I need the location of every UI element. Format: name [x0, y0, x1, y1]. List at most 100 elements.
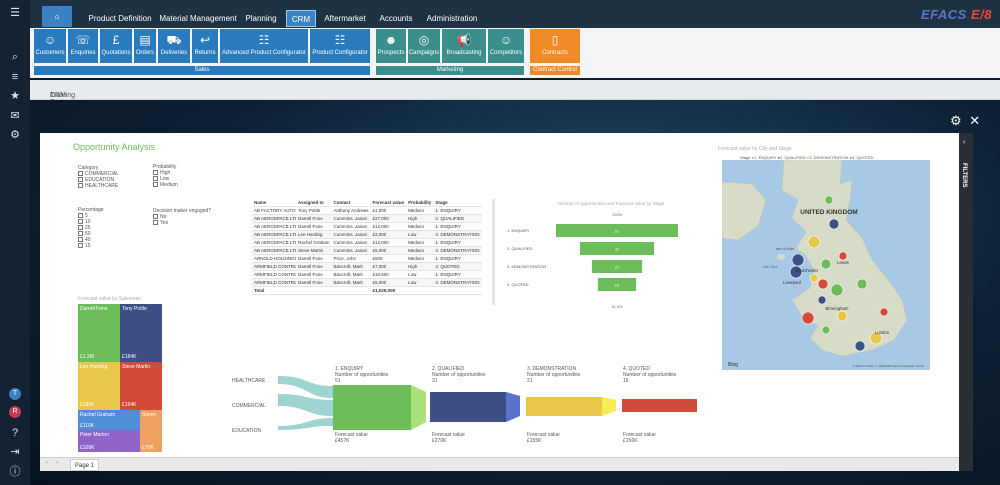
tab-planning[interactable]: Planning	[245, 14, 277, 23]
slicer-option[interactable]: 40	[78, 237, 104, 243]
funnel-bar[interactable]	[556, 224, 678, 237]
column-header[interactable]: Contact	[331, 199, 371, 207]
map-marker[interactable]	[830, 283, 844, 297]
table-row[interactable]: AB AEROSPACE LTD Steve Martin Cummins, Jas…	[252, 246, 482, 255]
home-tab[interactable]: ⌂	[42, 6, 72, 27]
contracts-button[interactable]: ▯ Contracts	[530, 29, 580, 63]
slicer-option[interactable]: Medium	[153, 182, 178, 188]
funnel-bar[interactable]	[579, 242, 655, 255]
map-marker[interactable]	[801, 311, 815, 325]
uk-map[interactable]: UNITED KINGDOM Isle of Man Irish Sea Man…	[722, 160, 930, 370]
customers-button[interactable]: ☺ Customers	[34, 29, 66, 63]
slicer-option[interactable]: EDUCATION	[78, 177, 119, 183]
broadcasting-button[interactable]: 📢 Broadcasting	[442, 29, 486, 63]
flow-stage-demonstration-bar[interactable]	[526, 397, 602, 416]
map-marker[interactable]	[879, 307, 889, 317]
map-marker[interactable]	[856, 278, 868, 290]
column-header[interactable]: Assigned to	[296, 199, 332, 207]
tab-product-definition[interactable]: Product Definition	[88, 14, 152, 23]
tab-crm[interactable]: CRM	[286, 10, 316, 27]
slicer-option[interactable]: 50	[78, 231, 104, 237]
map-marker[interactable]	[809, 273, 819, 283]
table-row[interactable]: AB AEROSPACE LTD Rachel Graham Cummins, Ja…	[252, 238, 482, 247]
info-icon[interactable]: ⓘ	[9, 466, 21, 478]
treemap-cell[interactable]: Lee Harding £180K	[78, 362, 120, 410]
table-row[interactable]: AB FACTORY AUTOMATION LTDTony PottleAnth…	[252, 206, 482, 215]
logout-icon[interactable]: ⇥	[10, 446, 20, 458]
gear-icon[interactable]: ⚙	[950, 113, 962, 128]
slicer-option[interactable]: COMMERCIAL	[78, 171, 119, 177]
column-header[interactable]: Probability	[406, 199, 434, 207]
table-scrollbar[interactable]	[492, 199, 495, 305]
column-header[interactable]: Stage	[433, 199, 482, 207]
treemap-cell[interactable]: Simon £70K	[140, 410, 162, 452]
treemap-cell[interactable]: Darrell Fone £1.2M	[78, 304, 120, 362]
filters-pane[interactable]: ‹ FILTERS	[959, 133, 973, 471]
tab-accounts[interactable]: Accounts	[379, 14, 413, 23]
table-row[interactable]: AB AEROSPACE LTD Darrell Fone Cummins, Jas…	[252, 222, 482, 231]
slicer-option[interactable]: 10	[78, 219, 104, 225]
tab-material-management[interactable]: Material Management	[159, 14, 237, 23]
avatar-t[interactable]: T	[9, 388, 21, 400]
advanced-product-configurator-button[interactable]: ☷ Advanced Product Configurator	[220, 29, 308, 63]
deliveries-button[interactable]: ⛟ Deliveries	[158, 29, 190, 63]
treemap-cell[interactable]: Peter Morton £108K	[78, 430, 140, 452]
map-marker[interactable]	[791, 253, 805, 267]
slicer-option[interactable]: HEALTHCARE	[78, 183, 119, 189]
competitors-button[interactable]: ☺ Competitors	[488, 29, 524, 63]
table-row[interactable]: ARMFIELD CONTROL ENGINEERING LTDDarrell …	[252, 262, 482, 271]
close-icon[interactable]: ✕	[969, 113, 981, 128]
treemap-cell[interactable]: Steve Martin £194K	[120, 362, 162, 410]
treemap-cell[interactable]: Tony Pottle £184K	[120, 304, 162, 362]
table-row[interactable]: ARMFIELD CONTROL ENGINEERING LTDDarrell …	[252, 270, 482, 279]
flow-stage-qualified-bar[interactable]	[430, 392, 506, 422]
map-marker[interactable]	[836, 310, 848, 322]
prospects-button[interactable]: ☻ Prospects	[376, 29, 406, 63]
flow-stage-quoted-bar[interactable]	[622, 399, 697, 412]
list-icon[interactable]: ≡	[11, 71, 19, 83]
table-row[interactable]: ARMFIELD CONTROL ENGINEERING LTDDarrell …	[252, 278, 482, 287]
map-marker[interactable]	[828, 218, 840, 230]
map-marker[interactable]	[817, 278, 829, 290]
map-marker[interactable]	[824, 195, 834, 205]
map-marker[interactable]	[869, 331, 883, 345]
map-marker[interactable]	[820, 258, 832, 270]
campaigns-button[interactable]: ◎ Campaigns	[408, 29, 440, 63]
column-header[interactable]: Forecast value	[370, 199, 407, 207]
orders-button[interactable]: ▤ Orders	[134, 29, 156, 63]
page-tab[interactable]: Page 1	[70, 459, 100, 471]
column-header[interactable]: Name	[252, 199, 296, 207]
menu-icon[interactable]: ☰	[10, 7, 20, 19]
search-icon[interactable]: ⌕	[11, 51, 19, 63]
enquiries-button[interactable]: ☏ Enquiries	[68, 29, 98, 63]
map-marker[interactable]	[821, 325, 831, 335]
collapse-chevron-icon[interactable]: ‹	[963, 139, 966, 146]
tab-administration[interactable]: Administration	[426, 14, 478, 23]
slicer-option[interactable]: Low	[153, 176, 178, 182]
funnel-bar[interactable]	[597, 278, 637, 291]
settings-icon[interactable]: ⚙	[10, 129, 20, 141]
map-marker[interactable]	[854, 340, 866, 352]
funnel-bar[interactable]	[591, 260, 643, 273]
prev-page-icon[interactable]: ‹	[46, 460, 48, 466]
slicer-option[interactable]: No	[153, 214, 211, 220]
table-row[interactable]: ARNOLD HOLDINGS Darrell Fone Price, John £5…	[252, 254, 482, 263]
star-icon[interactable]: ★	[10, 90, 20, 102]
map-marker[interactable]	[838, 251, 848, 261]
slicer-option[interactable]: 5	[78, 213, 104, 219]
table-row[interactable]: AB AEROSPACE LTD Darrell Fone Cummins, Jas…	[252, 214, 482, 223]
treemap-cell[interactable]: Rachel Graham £110K	[78, 410, 140, 430]
next-page-icon[interactable]: ›	[56, 460, 58, 466]
slicer-option[interactable]: High	[153, 170, 178, 176]
slicer-option[interactable]: Yes	[153, 220, 211, 226]
tab-aftermarket[interactable]: Aftermarket	[324, 14, 366, 23]
avatar-r[interactable]: R	[9, 406, 21, 418]
map-marker[interactable]	[817, 295, 827, 305]
help-icon[interactable]: ?	[11, 427, 19, 439]
mail-icon[interactable]: ✉	[10, 110, 20, 122]
returns-button[interactable]: ↩ Returns	[192, 29, 218, 63]
product-configurator-button[interactable]: ☷ Product Configurator	[310, 29, 370, 63]
slicer-option[interactable]: 15	[78, 243, 104, 249]
table-row[interactable]: AB AEROSPACE LTD Lee Harding Cummins, Jaso…	[252, 230, 482, 239]
slicer-option[interactable]: 25	[78, 225, 104, 231]
